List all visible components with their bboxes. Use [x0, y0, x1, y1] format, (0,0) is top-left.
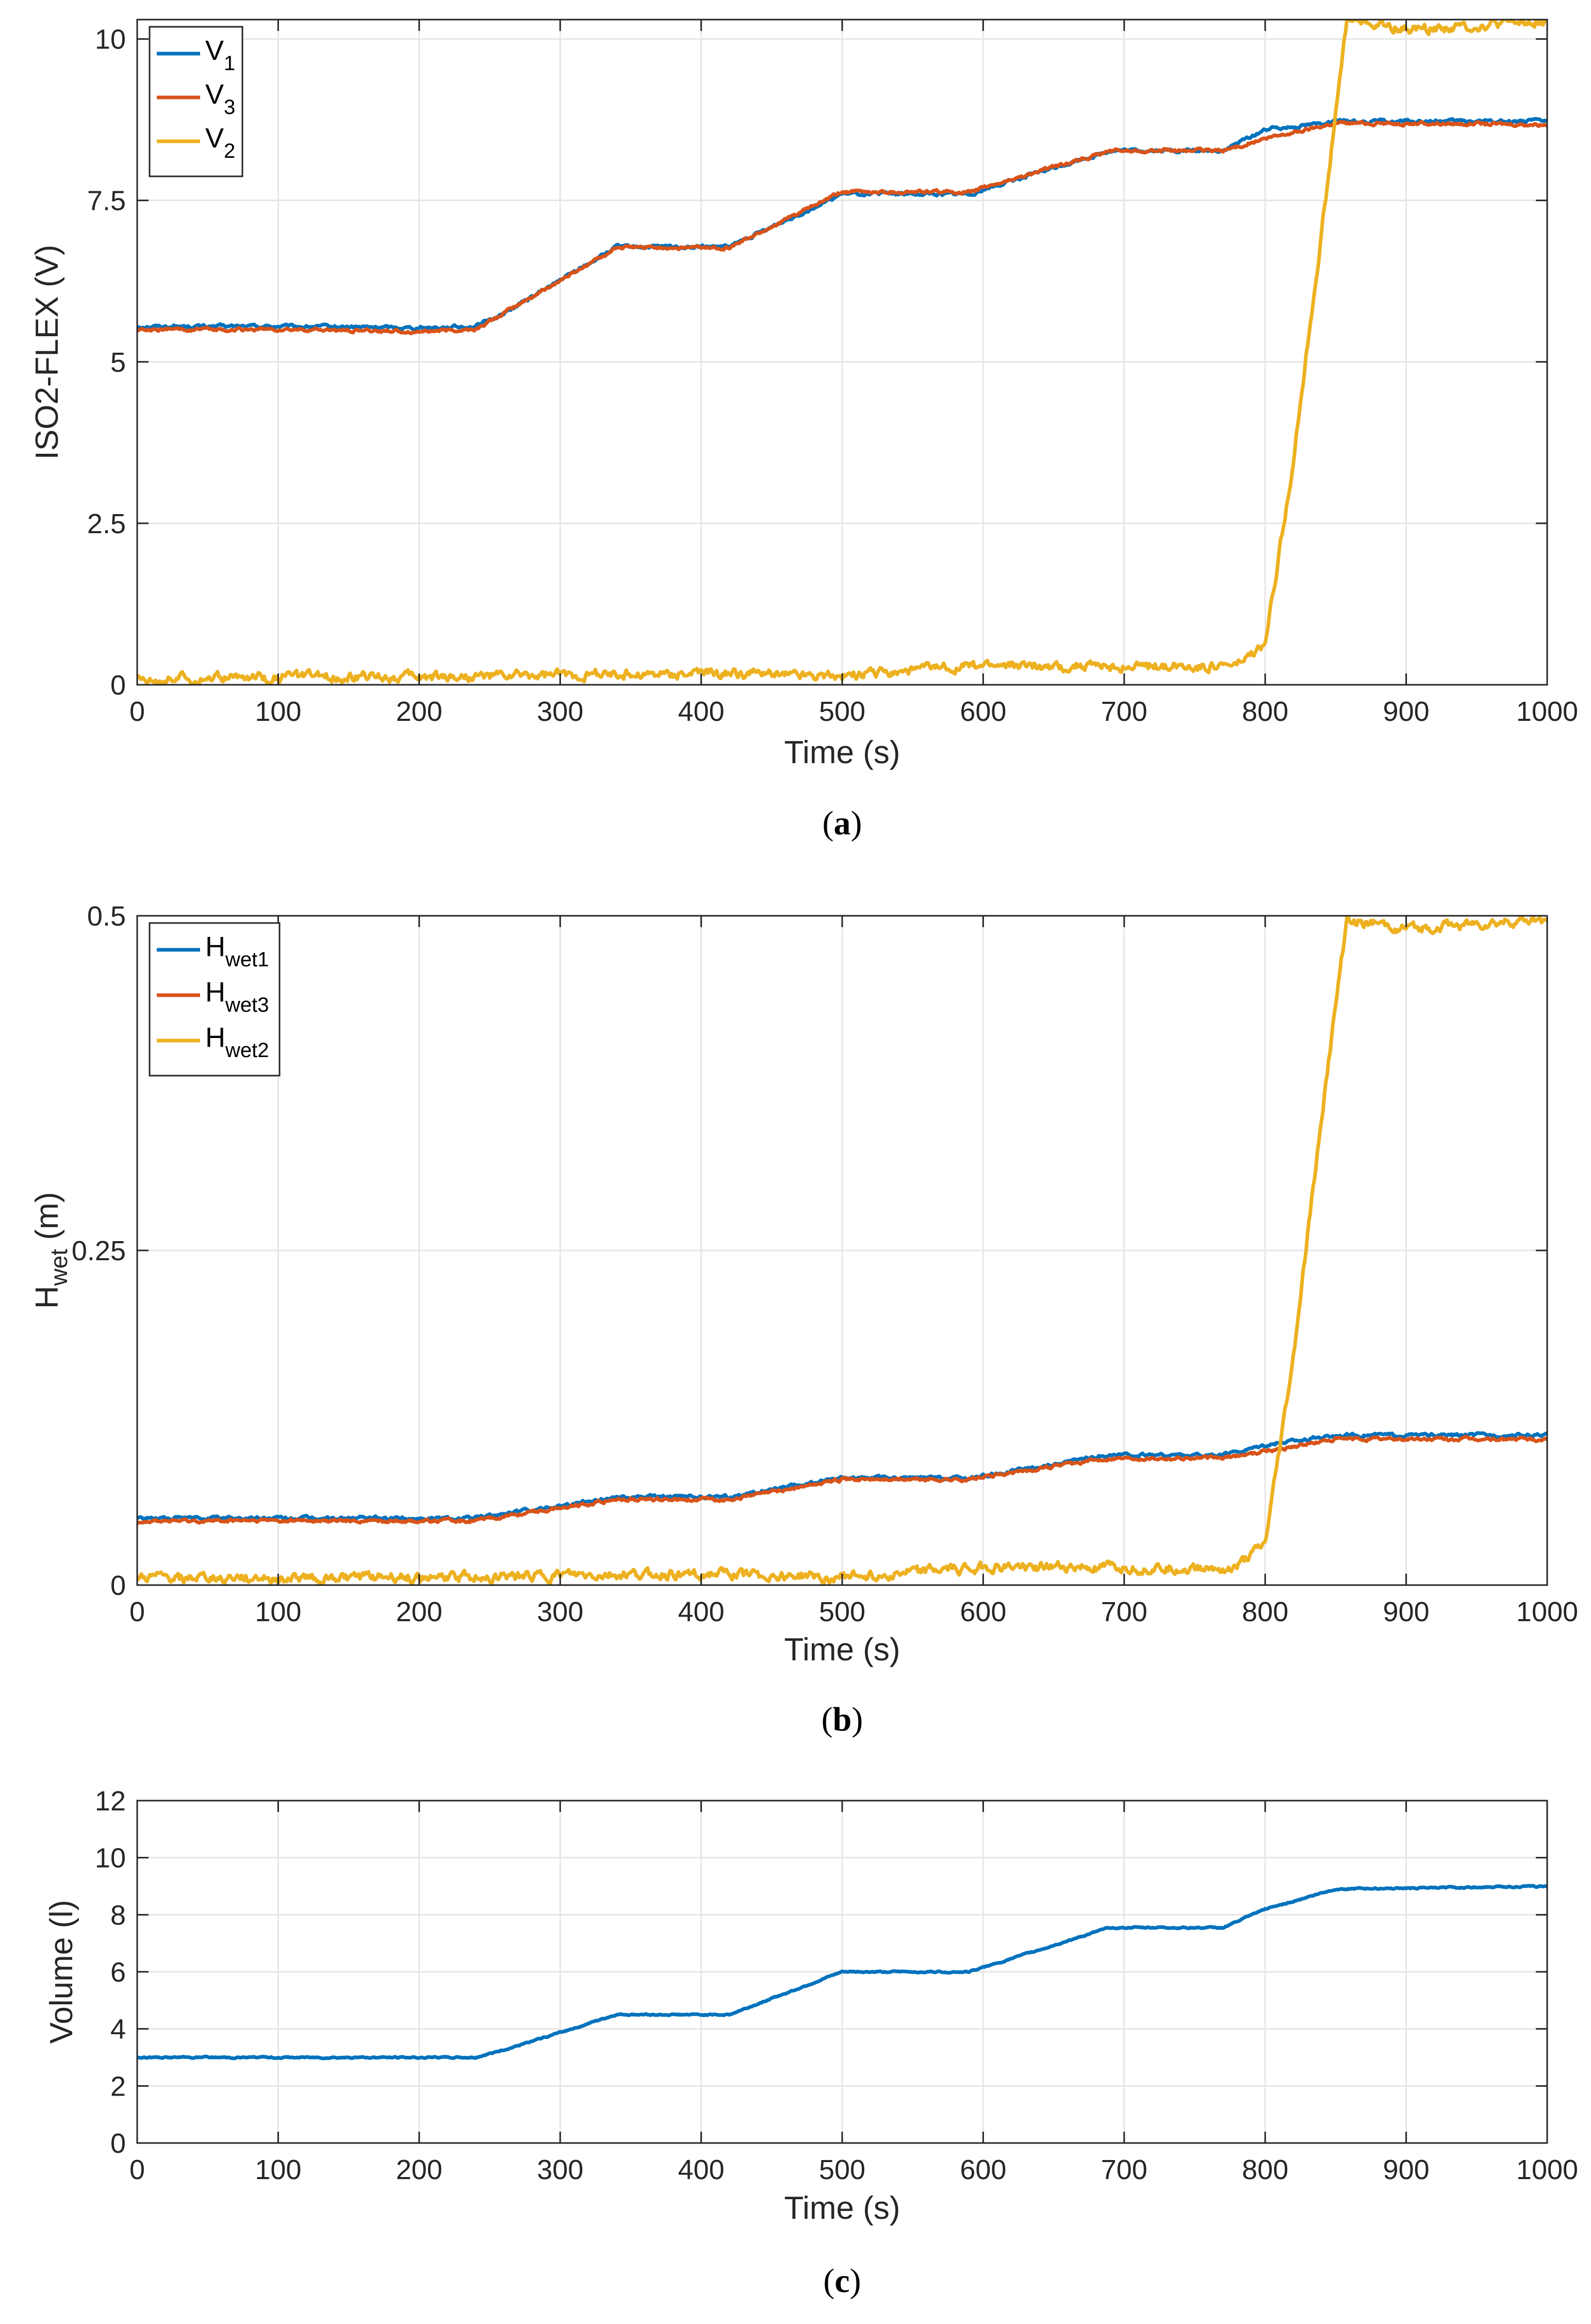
y-tick-label: 7.5	[87, 186, 126, 217]
legend-subscript: wet2	[225, 1039, 269, 1062]
x-tick-label: 800	[1242, 2154, 1288, 2185]
subfigure-paren-open: (	[823, 804, 834, 842]
x-tick-label: 600	[960, 2154, 1006, 2185]
x-tick-label: 0	[129, 696, 145, 727]
x-tick-label: 100	[255, 1596, 301, 1627]
subfigure-letter: b	[833, 1701, 852, 1738]
y-tick-label: 12	[95, 1786, 126, 1817]
x-tick-label: 800	[1242, 1596, 1288, 1627]
x-tick-label: 400	[678, 696, 725, 727]
x-axis-label: Time (s)	[784, 2190, 900, 2226]
y-tick-label: 0	[110, 670, 126, 701]
x-tick-label: 600	[960, 696, 1006, 727]
x-tick-label: 500	[819, 696, 865, 727]
y-tick-label: 10	[95, 1843, 126, 1874]
x-tick-label: 100	[255, 696, 301, 727]
chart-c: 0 100 200 300 400 500 600 700 800 900 1000 0 2 4 6 8 10 1…	[44, 1786, 1578, 2300]
x-tick-label: 500	[819, 1596, 865, 1627]
y-label-main: H	[29, 1285, 65, 1309]
legend-subscript: 1	[224, 52, 235, 75]
legend-subscript: 3	[224, 96, 235, 119]
y-label-unit: (m)	[29, 1192, 65, 1249]
x-tick-label: 400	[678, 2154, 725, 2185]
chart-a: 0 100 200 300 400 500 600 700 800 900 1000 0 2.5 5 7.5…	[29, 18, 1578, 842]
x-tick-label: 300	[537, 1596, 583, 1627]
x-tick-label: 1000	[1516, 696, 1578, 727]
y-axis-label: ISO2-FLEX (V)	[29, 245, 65, 460]
subfigure-paren-close: )	[851, 1701, 863, 1738]
y-tick-label: 2	[110, 2071, 126, 2102]
x-tick-label: 200	[396, 2154, 442, 2185]
legend-name: H	[205, 931, 225, 962]
figure: 0 100 200 300 400 500 600 700 800 900 100002.557.5…	[0, 0, 1591, 2324]
y-tick-label: 8	[110, 1900, 126, 1931]
legend-subscript: wet1	[225, 948, 269, 971]
y-tick-label: 10	[95, 24, 126, 55]
chart-b: 0 100 200 300 400 500 600 700 800 900 1000 0 0.25 0.5…	[29, 901, 1578, 1738]
y-tick-label: 0	[110, 2128, 126, 2159]
x-tick-label: 0	[129, 2154, 145, 2185]
x-tick-label: 500	[819, 2154, 865, 2185]
subfigure-letter: a	[834, 804, 851, 842]
y-tick-label: 0	[110, 1570, 126, 1601]
y-tick-label: 6	[110, 1957, 126, 1988]
x-axis-label: Time (s)	[784, 735, 900, 770]
x-tick-label: 200	[396, 696, 442, 727]
y-tick-label: 4	[110, 2014, 126, 2045]
x-tick-label: 300	[537, 696, 583, 727]
x-tick-label: 800	[1242, 696, 1288, 727]
y-tick-label: 2.5	[87, 508, 126, 539]
legend-name: H	[205, 977, 225, 1008]
x-tick-label: 1000	[1516, 1596, 1578, 1627]
x-tick-label: 700	[1101, 696, 1147, 727]
x-tick-label: 100	[255, 2154, 301, 2185]
y-tick-label: 0.5	[87, 901, 126, 932]
subfigure-paren-open: (	[823, 2262, 834, 2300]
legend-subscript: 2	[224, 140, 235, 162]
legend-name: V	[205, 123, 224, 154]
x-tick-label: 0	[129, 1596, 145, 1627]
subfigure-paren-open: (	[822, 1701, 833, 1738]
x-tick-label: 200	[396, 1596, 442, 1627]
x-tick-label: 400	[678, 1596, 725, 1627]
y-axis-label: Volume (l)	[44, 1900, 79, 2043]
x-tick-label: 900	[1383, 1596, 1430, 1627]
y-axis-label: Hwet (m)	[29, 1192, 72, 1309]
x-tick-label: 1000	[1516, 2154, 1578, 2185]
x-tick-label: 900	[1383, 2154, 1430, 2185]
legend-subscript: wet3	[225, 994, 269, 1016]
subfigure-paren-close: )	[851, 804, 862, 842]
x-tick-label: 700	[1101, 1596, 1147, 1627]
x-tick-label: 300	[537, 2154, 583, 2185]
y-tick-label: 5	[110, 347, 126, 378]
subfigure-label: (c)	[823, 2262, 861, 2300]
legend-name: H	[205, 1022, 225, 1053]
x-tick-label: 900	[1383, 696, 1430, 727]
subfigure-letter: c	[834, 2262, 849, 2300]
subfigure-label: (b)	[822, 1701, 863, 1738]
x-tick-label: 600	[960, 1596, 1006, 1627]
subfigure-paren-close: )	[850, 2262, 861, 2300]
legend-name: V	[205, 35, 224, 66]
y-label-subscript: wet	[45, 1249, 72, 1287]
legend-name: V	[205, 79, 224, 110]
subfigure-label: (a)	[823, 804, 862, 842]
x-tick-label: 700	[1101, 2154, 1147, 2185]
x-axis-label: Time (s)	[784, 1632, 900, 1668]
y-tick-label: 0.25	[72, 1235, 126, 1266]
